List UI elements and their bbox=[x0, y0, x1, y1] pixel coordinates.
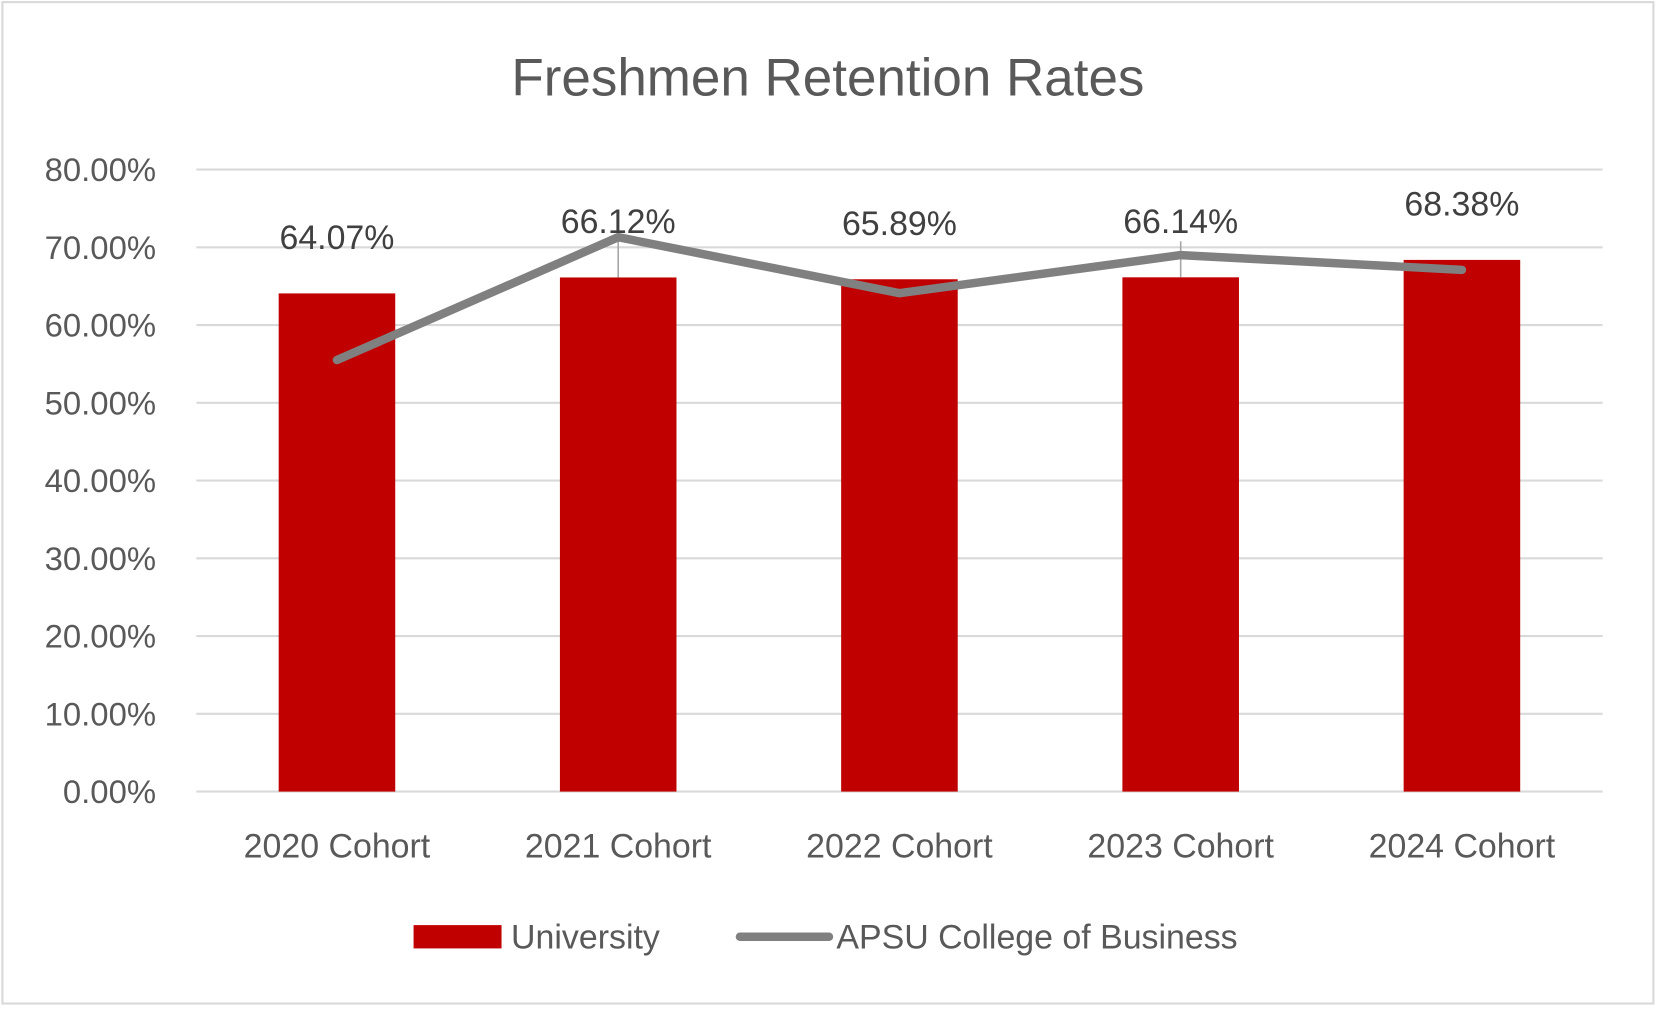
bar-university bbox=[1403, 259, 1521, 792]
bar-university bbox=[841, 279, 958, 792]
legend-swatch-university bbox=[413, 925, 502, 949]
legend-label-university: University bbox=[511, 918, 660, 956]
x-category-label: 2021 Cohort bbox=[525, 827, 712, 865]
y-tick-label: 0.00% bbox=[63, 773, 156, 810]
y-tick-label: 60.00% bbox=[45, 307, 156, 344]
data-label: 66.12% bbox=[561, 203, 676, 241]
data-label: 68.38% bbox=[1404, 185, 1519, 223]
legend-label-apsu: APSU College of Business bbox=[836, 918, 1237, 956]
y-tick-label: 20.00% bbox=[45, 618, 156, 655]
y-tick-label: 70.00% bbox=[45, 229, 156, 266]
chart-title: Freshmen Retention Rates bbox=[511, 48, 1144, 107]
x-category-label: 2024 Cohort bbox=[1369, 827, 1556, 865]
bar-university bbox=[1122, 277, 1239, 792]
bar-university bbox=[278, 293, 396, 792]
x-category-label: 2020 Cohort bbox=[244, 827, 431, 865]
y-tick-label: 50.00% bbox=[45, 384, 156, 421]
y-tick-label: 30.00% bbox=[45, 540, 156, 577]
x-category-label: 2023 Cohort bbox=[1087, 827, 1274, 865]
data-label: 65.89% bbox=[842, 205, 957, 243]
y-tick-label: 40.00% bbox=[45, 462, 156, 499]
bar-university bbox=[559, 277, 677, 792]
data-label: 64.07% bbox=[279, 219, 394, 257]
x-category-label: 2022 Cohort bbox=[806, 827, 993, 865]
y-tick-label: 10.00% bbox=[45, 695, 156, 732]
y-tick-label: 80.00% bbox=[45, 151, 156, 188]
legend: University APSU College of Business bbox=[413, 918, 1238, 956]
data-label: 66.14% bbox=[1123, 203, 1238, 241]
